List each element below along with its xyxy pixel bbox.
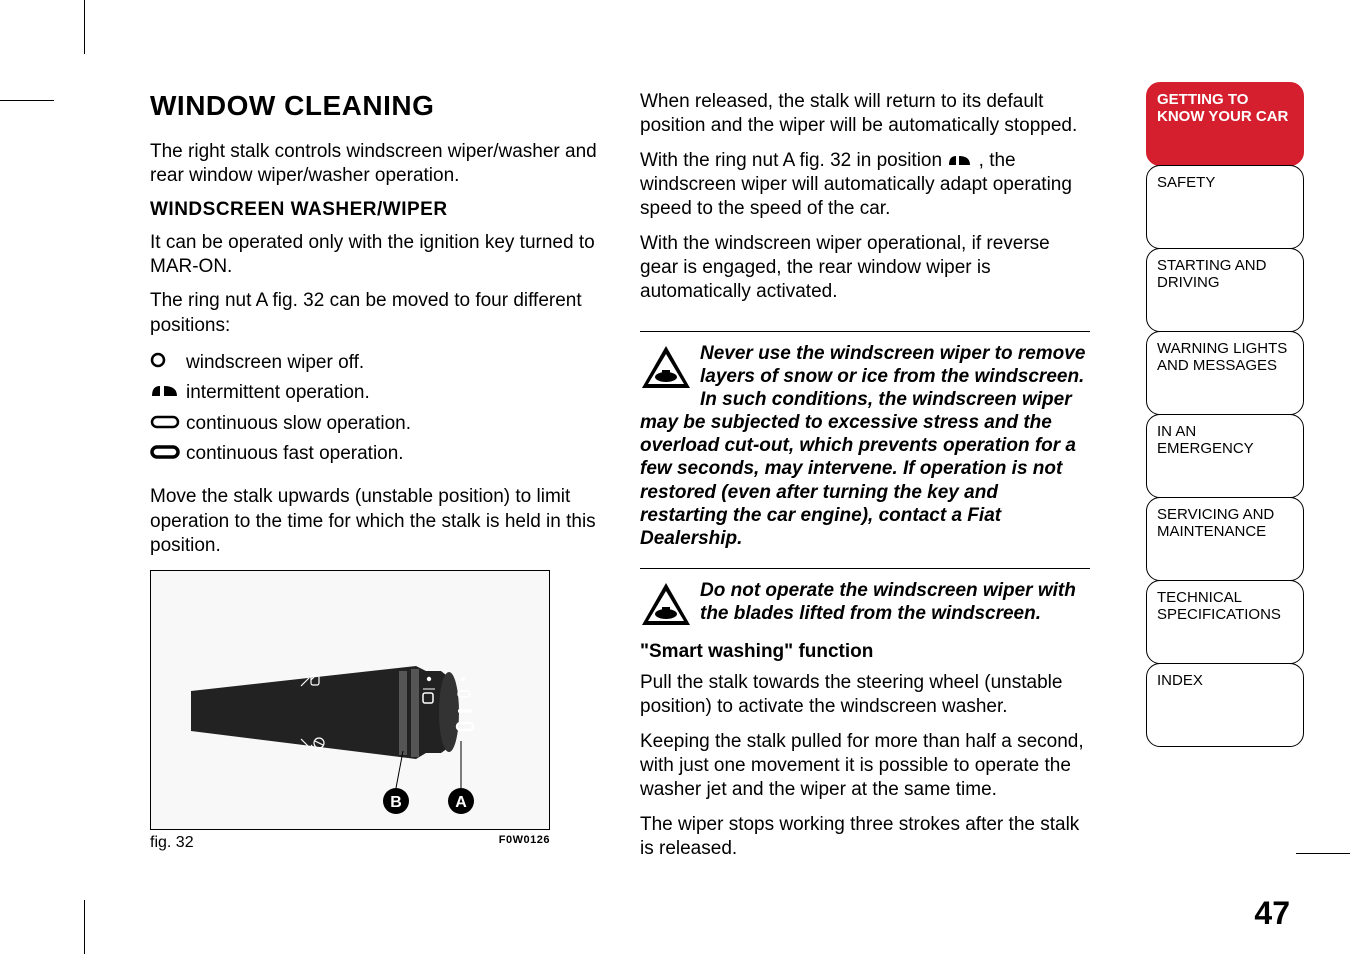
list-item: continuous slow operation. [150,409,600,439]
page-title: WINDOW CLEANING [150,90,600,122]
figure-number: fig. 32 [150,834,194,852]
intro-text: The right stalk controls windscreen wipe… [150,140,600,189]
list-label: windscreen wiper off. [186,348,364,378]
list-label: continuous fast operation. [186,439,404,469]
list-item: windscreen wiper off. [150,348,600,378]
wiper-off-icon [150,348,186,378]
list-label: intermittent operation. [186,378,370,408]
figure-image: A B [150,570,550,830]
sidebar-tab-starting-driving[interactable]: STARTING AND DRIVING [1146,248,1304,332]
sidebar-tab-technical[interactable]: TECHNICAL SPECIFICATIONS [1146,580,1304,664]
body-text: The wiper stops working three strokes af… [640,813,1090,862]
list-label: continuous slow operation. [186,409,411,439]
slow-icon [150,409,186,439]
sidebar-tab-warning-lights[interactable]: WARNING LIGHTS AND MESSAGES [1146,331,1304,415]
subsection-heading: "Smart washing" function [640,641,1090,663]
warning-text: Never use the windscreen wiper to remove… [640,343,1085,549]
body-text: Pull the stalk towards the steering whee… [640,671,1090,720]
figure: A B fig. 32 F0W0126 [150,570,550,852]
warning-box: Do not operate the windscreen wiper with… [640,579,1090,627]
body-text: The ring nut A fig. 32 can be moved to f… [150,289,600,338]
page-number: 47 [1254,895,1290,932]
figure-code: F0W0126 [499,834,550,852]
body-text: With the ring nut A fig. 32 in position … [640,149,1090,222]
crop-mark [0,100,54,101]
figure-caption: fig. 32 F0W0126 [150,834,550,852]
warning-triangle-icon [640,581,692,627]
body-text: With the windscreen wiper operational, i… [640,232,1090,305]
sidebar-tab-safety[interactable]: SAFETY [1146,165,1304,249]
list-item: continuous fast operation. [150,439,600,469]
warning-text: Do not operate the windscreen wiper with… [700,580,1076,624]
intermittent-icon [947,154,973,167]
figure-label-a: A [455,794,467,811]
body-text: It can be operated only with the ignitio… [150,231,600,280]
list-item: intermittent operation. [150,378,600,408]
intermittent-icon [150,378,186,408]
sidebar-tab-index[interactable]: INDEX [1146,663,1304,747]
sidebar-tab-servicing[interactable]: SERVICING AND MAINTENANCE [1146,497,1304,581]
crop-mark [1296,853,1350,854]
figure-label-b: B [390,794,402,811]
warning-box: Never use the windscreen wiper to remove… [640,342,1090,551]
page-content: WINDOW CLEANING The right stalk controls… [150,90,1250,890]
left-column: WINDOW CLEANING The right stalk controls… [150,90,620,890]
body-text: Keeping the stalk pulled for more than h… [640,730,1090,803]
crop-mark [84,900,85,954]
sidebar-tab-getting-to-know[interactable]: GETTING TO KNOW YOUR CAR [1146,82,1304,166]
sidebar-nav: GETTING TO KNOW YOUR CAR SAFETY STARTING… [1146,82,1304,746]
warning-triangle-icon [640,344,692,390]
wiper-positions-list: windscreen wiper off. intermittent opera… [150,348,600,470]
sidebar-tab-emergency[interactable]: IN AN EMERGENCY [1146,414,1304,498]
section-heading: WINDSCREEN WASHER/WIPER [150,199,600,221]
right-column: When released, the stalk will return to … [640,90,1110,890]
fast-icon [150,439,186,469]
crop-mark [84,0,85,54]
divider [640,568,1090,569]
divider [640,331,1090,332]
body-text: When released, the stalk will return to … [640,90,1090,139]
body-text: Move the stalk upwards (unstable positio… [150,485,600,558]
